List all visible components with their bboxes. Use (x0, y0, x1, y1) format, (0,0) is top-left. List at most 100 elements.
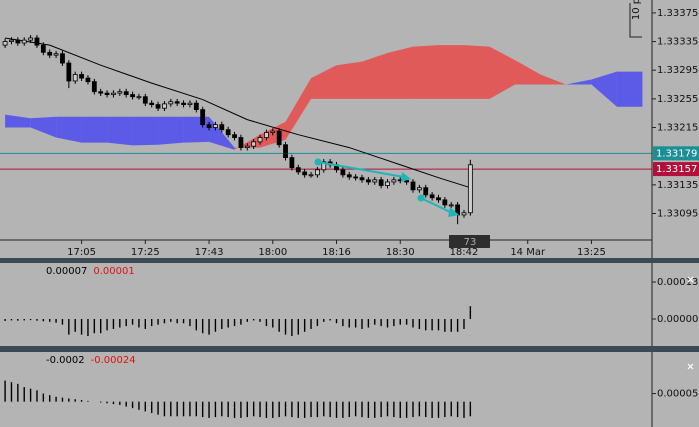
trend-arrow (314, 158, 459, 217)
candle-body (365, 179, 371, 183)
candle-body (66, 62, 72, 82)
plot-layer: 1.33179 1.33157 17:05 17:25 17:43 18:00 18:16 1… (0, 8, 699, 418)
cloud-segment (183, 116, 210, 143)
x-tick-label: 18:30 (386, 247, 415, 258)
candle-body (340, 169, 346, 176)
cloud-segment (591, 71, 617, 107)
candle-body (467, 164, 473, 214)
cloud-segment (540, 74, 566, 85)
candle-body (15, 39, 21, 44)
cloud-segment (132, 116, 159, 146)
candle-body (60, 53, 65, 64)
cloud-segment (616, 71, 643, 107)
candle-body (251, 141, 257, 147)
cloud-segment (285, 78, 312, 140)
cloud-segment (412, 45, 439, 99)
candle-body (436, 197, 441, 201)
candle-body (136, 96, 142, 99)
candle-body (98, 91, 104, 94)
candle-body (270, 130, 276, 133)
candle-body (353, 176, 359, 179)
candle-body (416, 187, 422, 191)
arrow-head (448, 207, 459, 217)
arrow-line (317, 161, 405, 178)
candle-body (193, 102, 199, 111)
candle-body (225, 129, 231, 136)
candle-body (47, 51, 53, 56)
candle-body (174, 101, 180, 104)
cloud-segment (489, 46, 515, 99)
scale-label: 10 p (631, 0, 642, 20)
y-tick-label: 1.33215 (657, 123, 698, 134)
cloud-segment (30, 116, 57, 138)
cloud-segment (336, 61, 363, 99)
candle-body (257, 137, 263, 143)
candle-body (53, 53, 59, 56)
candle-body (2, 41, 8, 46)
candle-body (346, 174, 352, 178)
candle-body (264, 132, 269, 138)
price-label-box (653, 162, 699, 177)
cloud-segment (514, 60, 541, 85)
arrow-line (420, 197, 451, 213)
x-tick-label: 17:43 (195, 247, 224, 258)
candle-body (111, 92, 116, 95)
candle-body (91, 81, 97, 93)
cloud-segment (387, 46, 413, 99)
candle-body (314, 169, 320, 176)
cloud-segment (565, 79, 592, 85)
candle-body (149, 102, 155, 105)
cloud-segment (5, 114, 31, 128)
candle-body (34, 37, 40, 46)
indicator-readout: 0.00007 (46, 266, 87, 277)
candle-body (302, 171, 308, 176)
x-tick-label: 14 Mar (510, 247, 546, 258)
indicator-readout: 0.00001 (93, 266, 134, 277)
candle-body (104, 92, 110, 95)
candle-body (9, 39, 14, 42)
candle-body (85, 77, 91, 83)
candle-body (378, 179, 384, 186)
indicator-readout: -0.00024 (91, 355, 136, 366)
indicator-readout: -0.0002 (46, 355, 85, 366)
x-tick-label: 17:05 (67, 247, 96, 258)
candle-body (79, 74, 84, 79)
cloud-segment (463, 45, 490, 99)
y-tick-label: 0.00013 (657, 277, 698, 288)
candle-body (162, 103, 167, 109)
candle-body (461, 212, 467, 216)
price-label: 1.33179 (656, 148, 697, 159)
candle-body (40, 44, 46, 53)
y-tick-label: 0.00005 (657, 389, 698, 400)
candle-body (155, 104, 161, 109)
moving-average (5, 37, 471, 189)
x-tick-label: 18:16 (322, 247, 351, 258)
close-icon[interactable] (687, 363, 694, 370)
scale-bracket (629, 3, 642, 38)
candle-body (72, 74, 78, 82)
close-icon-stroke (687, 276, 694, 283)
cloud-segment (362, 53, 388, 99)
candle-body (130, 94, 135, 98)
y-tick-label: 1.33095 (657, 208, 698, 219)
candle-body (410, 181, 416, 191)
candle-body (187, 102, 193, 105)
arrow-head (401, 172, 411, 182)
candle-body (142, 96, 148, 104)
candle-body (181, 102, 186, 105)
candle-body (372, 179, 378, 183)
candle-body (448, 204, 454, 207)
y-tick-label: 1.33335 (657, 37, 698, 48)
cloud-segment (438, 45, 464, 99)
candle-body (442, 199, 448, 206)
panel-separator (0, 346, 699, 352)
close-icon[interactable] (687, 276, 694, 283)
x-tick-label: 13:25 (577, 247, 606, 258)
cloud-segment (158, 116, 184, 145)
candle-body (391, 179, 397, 183)
candle-body (232, 134, 237, 138)
y-tick-label: 0.00000 (657, 314, 698, 325)
candle-body (308, 174, 314, 177)
y-tick-label: 1.33135 (657, 180, 698, 191)
candle-body (238, 137, 244, 148)
